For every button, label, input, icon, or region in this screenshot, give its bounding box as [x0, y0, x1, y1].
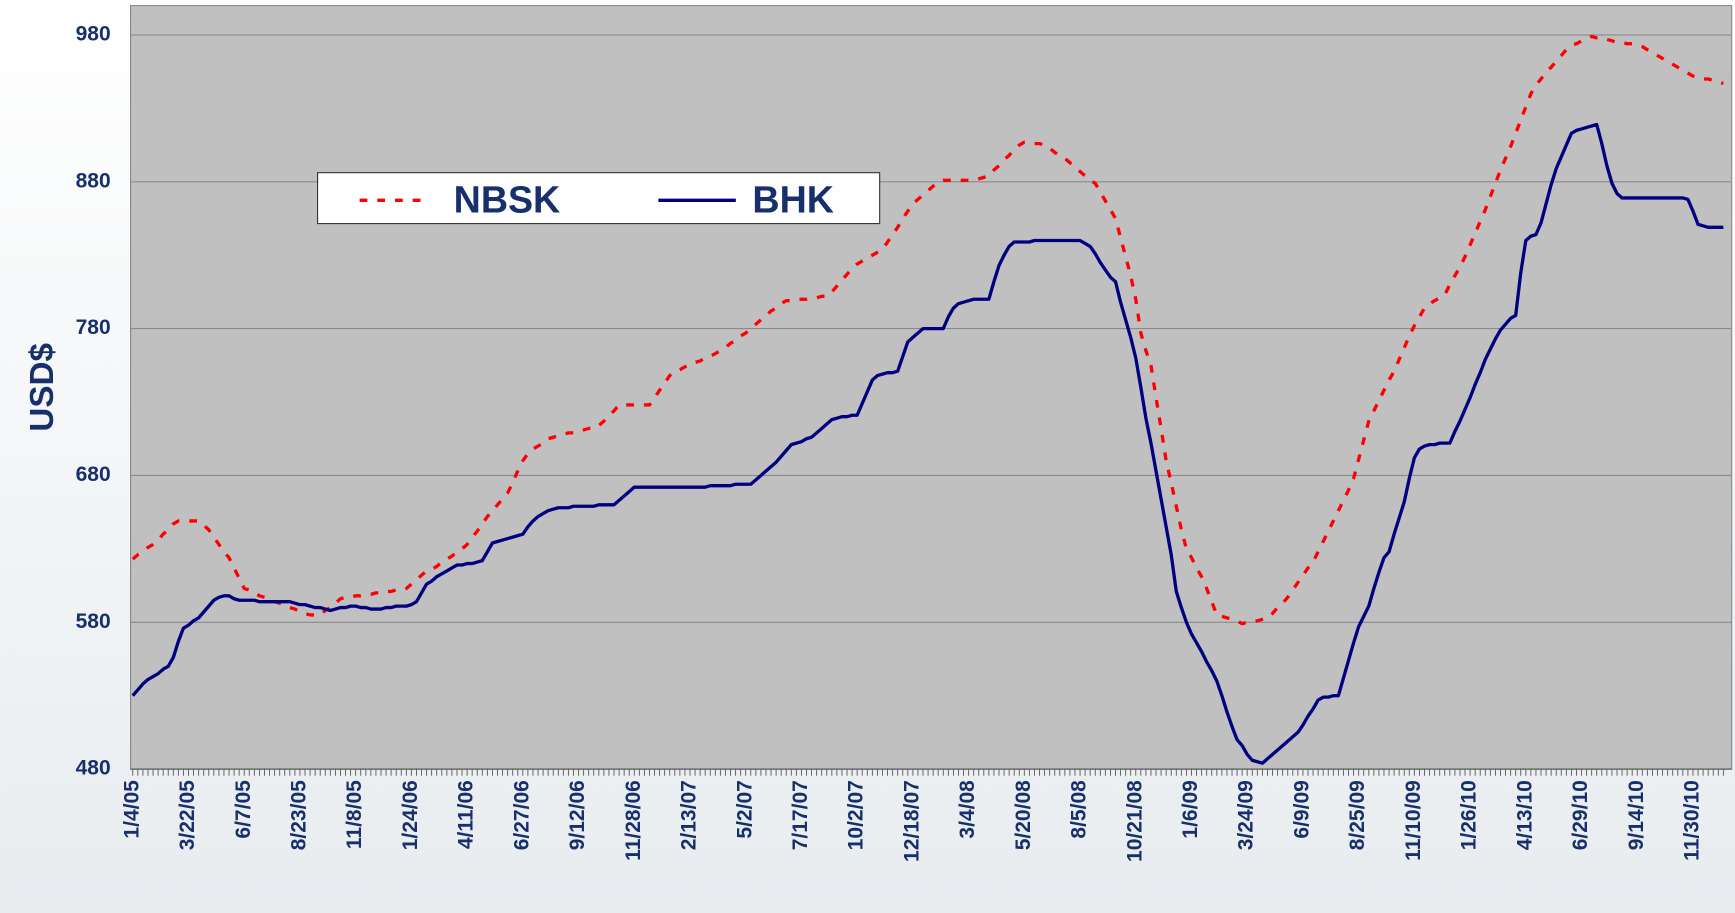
plot-area — [130, 5, 1733, 770]
x-tick-label: 11/8/05 — [343, 780, 366, 849]
x-tick-label: 6/7/05 — [232, 780, 255, 839]
y-tick-label: 680 — [76, 463, 111, 486]
x-tick-label: 7/17/07 — [789, 780, 812, 850]
x-tick-label: 8/5/08 — [1068, 780, 1091, 839]
x-tick-label: 11/30/10 — [1681, 780, 1704, 861]
x-tick-label: 8/25/09 — [1346, 780, 1369, 850]
x-tick-label: 11/28/06 — [622, 780, 645, 861]
legend-box — [317, 172, 881, 225]
series-line — [131, 122, 1724, 765]
y-tick-label: 880 — [76, 169, 111, 192]
x-tick-label: 6/29/10 — [1569, 780, 1592, 850]
legend-label: BHK — [752, 178, 833, 220]
x-tick-label: 1/24/06 — [399, 780, 422, 850]
x-tick-label: 6/27/06 — [510, 780, 533, 850]
y-tick-label: 780 — [76, 316, 111, 339]
y-tick-label: 980 — [76, 23, 111, 46]
legend-label: NBSK — [454, 178, 561, 220]
x-tick-label: 3/4/08 — [956, 780, 979, 839]
y-axis-label: USD$ — [24, 343, 61, 432]
x-tick-label: 2/13/07 — [678, 780, 701, 850]
x-tick-label: 9/12/06 — [566, 780, 589, 850]
x-tick-label: 1/6/09 — [1179, 780, 1202, 838]
x-tick-label: 12/18/07 — [900, 780, 923, 862]
x-tick-label: 4/13/10 — [1513, 780, 1536, 850]
legend: NBSK BHK — [317, 172, 881, 225]
x-tick-label: 8/23/05 — [287, 780, 310, 850]
x-tick-label: 9/14/10 — [1625, 780, 1648, 850]
x-tick-label: 5/2/07 — [733, 780, 756, 838]
x-tick-label: 10/21/08 — [1123, 780, 1146, 862]
x-tick-label: 1/26/10 — [1458, 780, 1481, 850]
x-tick-label: 3/22/05 — [176, 780, 199, 850]
y-tick-label: 480 — [76, 757, 111, 780]
x-tick-label: 1/4/05 — [120, 780, 143, 839]
x-tick-label: 4/11/06 — [455, 780, 478, 849]
x-tick-label: 5/20/08 — [1012, 780, 1035, 850]
x-tick-label: 3/24/09 — [1235, 780, 1258, 850]
x-tick-label: 10/2/07 — [845, 780, 868, 850]
y-tick-label: 580 — [76, 610, 111, 633]
x-tick-label: 11/10/09 — [1402, 780, 1425, 861]
x-tick-label: 6/9/09 — [1290, 780, 1313, 838]
